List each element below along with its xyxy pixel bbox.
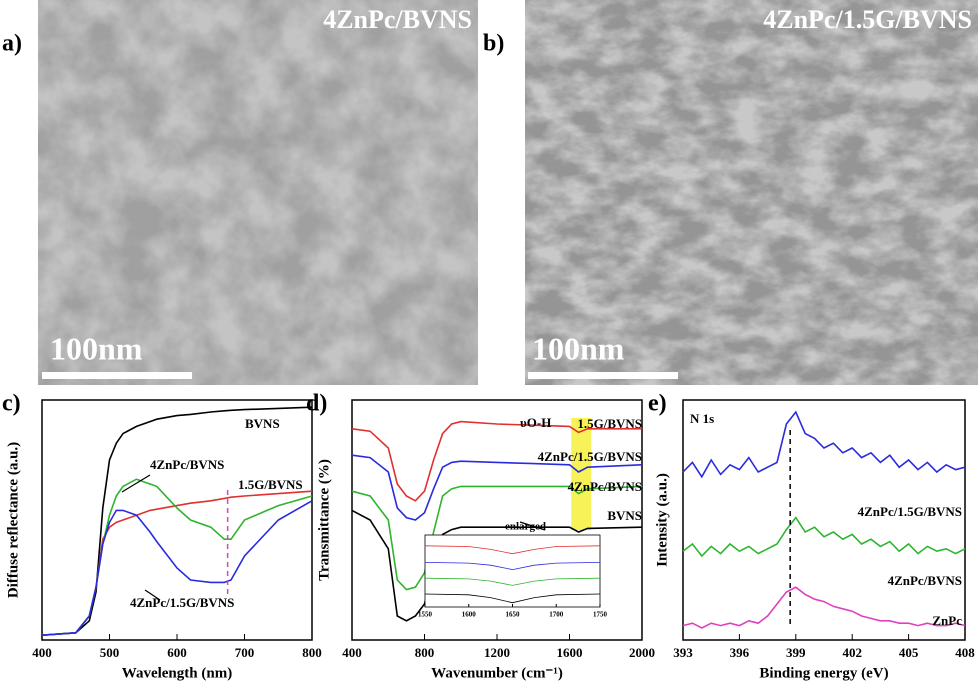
image-label: 4ZnPc/1.5G/BVNS — [763, 5, 972, 34]
series-label: 1.5G/BVNS — [577, 416, 642, 431]
x-tick-label: 2000 — [629, 645, 655, 660]
annotation: enlarged — [505, 521, 546, 533]
scale-bar-label: 100nm — [532, 330, 625, 366]
x-tick-label: 1700 — [549, 611, 564, 619]
series-line — [682, 410, 966, 479]
x-tick-label: 393 — [673, 645, 693, 660]
x-tick-label: 1650 — [506, 611, 521, 619]
y-axis-label: Intensity (a.u.) — [654, 473, 670, 567]
scale-bar — [528, 372, 678, 379]
x-tick-label: 800 — [415, 645, 435, 660]
x-tick-label: 399 — [786, 645, 806, 660]
series-line — [424, 593, 601, 604]
x-tick-label: 402 — [842, 645, 862, 660]
highlight-band — [571, 418, 592, 530]
x-tick-label: 500 — [100, 645, 120, 660]
scale-bar — [42, 372, 192, 379]
x-tick-label: 396 — [730, 645, 750, 660]
x-tick-label: 600 — [167, 645, 187, 660]
series-line — [682, 586, 966, 629]
x-tick-label: 408 — [955, 645, 975, 660]
x-axis-label: Wavenumber (cm⁻¹) — [431, 665, 563, 681]
x-tick-label: 1600 — [462, 611, 477, 619]
panel-letter: c) — [2, 391, 21, 417]
pointer-arrow — [121, 474, 151, 493]
plot-frame — [424, 534, 601, 608]
x-tick-label: 405 — [899, 645, 919, 660]
series-line — [351, 509, 643, 622]
annotation: N 1s — [690, 411, 714, 426]
scale-bar-label: 100nm — [50, 330, 143, 366]
pointer-arrow — [144, 589, 161, 601]
annotation: υO-H — [520, 415, 551, 430]
series-line — [424, 577, 601, 586]
tem-image-a — [38, 0, 478, 385]
series-label: 4ZnPc/1.5G/BVNS — [858, 504, 962, 519]
panel-letter: d) — [306, 391, 327, 417]
series-label: 1.5G/BVNS — [238, 477, 303, 492]
x-tick-label: 1750 — [593, 611, 608, 619]
image-label: 4ZnPc/BVNS — [323, 5, 472, 34]
series-line — [424, 562, 601, 571]
plot-frame — [682, 399, 966, 641]
x-tick-label: 1200 — [484, 645, 510, 660]
series-line — [41, 500, 313, 636]
series-label: 4ZnPc/BVNS — [568, 479, 642, 494]
series-line — [351, 420, 642, 502]
x-tick-label: 400 — [32, 645, 52, 660]
series-label: BVNS — [245, 416, 280, 431]
panel-letter: e) — [648, 391, 667, 417]
series-line — [351, 485, 643, 591]
y-axis-label: Transmittance (%) — [316, 459, 332, 581]
series-label: 4ZnPc/BVNS — [150, 457, 224, 472]
x-axis-label: Wavelength (nm) — [122, 665, 232, 681]
x-tick-label: 700 — [235, 645, 255, 660]
series-label: 4ZnPc/BVNS — [888, 573, 962, 588]
series-line — [351, 454, 643, 521]
pointer-arrow — [519, 521, 546, 531]
series-line — [41, 490, 313, 636]
series-label: BVNS — [607, 508, 642, 523]
panel-letter: a) — [2, 31, 22, 57]
series-label: ZnPc — [932, 613, 962, 628]
series-line — [424, 545, 601, 555]
series-label: 4ZnPc/1.5G/BVNS — [538, 449, 642, 464]
series-line — [41, 478, 313, 636]
x-tick-label: 1550 — [418, 611, 433, 619]
series-line — [41, 406, 313, 636]
x-tick-label: 400 — [342, 645, 362, 660]
x-tick-label: 1600 — [557, 645, 583, 660]
y-axis-label: Diffuse reflectance (a.u.) — [5, 442, 21, 598]
x-tick-label: 800 — [302, 645, 322, 660]
series-label: 4ZnPc/1.5G/BVNS — [130, 595, 234, 610]
series-line — [682, 516, 966, 558]
panel-letter: b) — [483, 31, 504, 57]
x-axis-label: Binding energy (eV) — [759, 665, 888, 681]
tem-image-b — [525, 0, 978, 385]
